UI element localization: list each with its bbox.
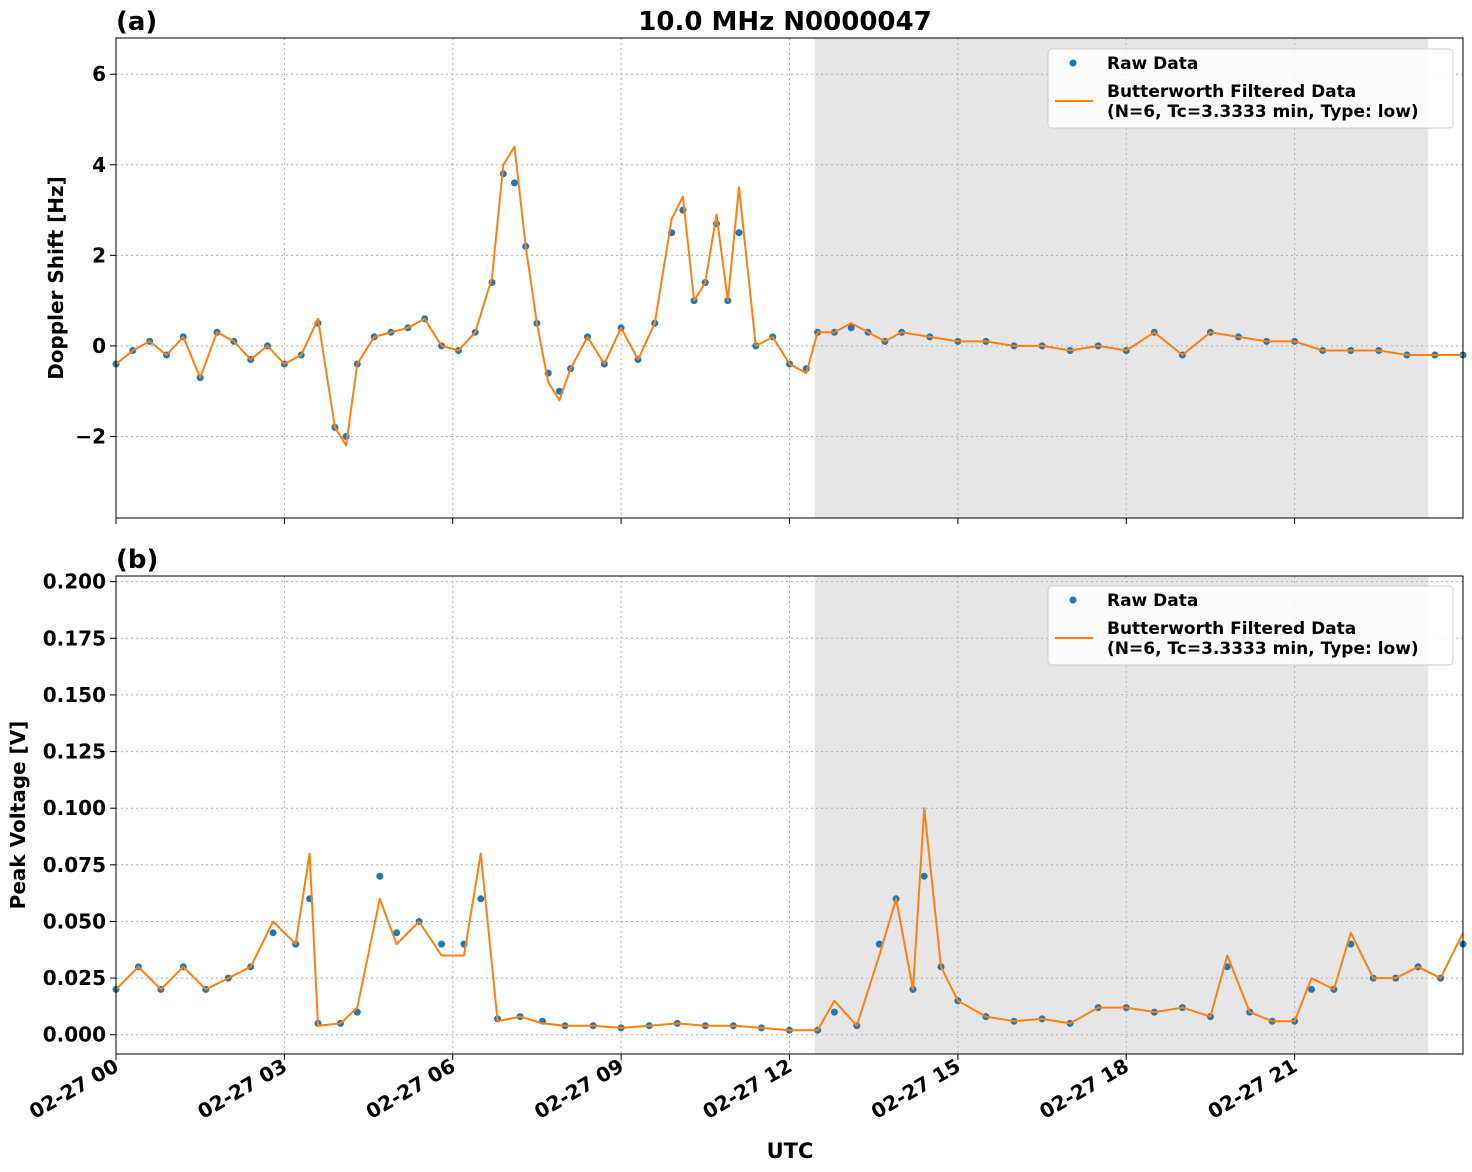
panel-a-legend-raw-label: Raw Data [1107, 54, 1198, 74]
panel-b-y-tick-label: 0.000 [43, 1023, 106, 1047]
panel-a-legend-filtered-label: Butterworth Filtered Data [1107, 82, 1356, 102]
panel-b-y-tick-label: 0.100 [43, 796, 106, 820]
panel-b-raw-point [875, 940, 883, 948]
x-tick-label: 02-27 21 [1204, 1054, 1302, 1124]
panel-a-y-tick-label: 6 [92, 62, 106, 86]
x-tick-label: 02-27 06 [362, 1054, 460, 1124]
panel-a-doppler-shift: (a) Doppler Shift [Hz] −2 0 2 4 6 Raw Data B… [44, 7, 1467, 524]
panel-b-raw-point [830, 1008, 838, 1016]
panel-b-legend-raw-label: Raw Data [1107, 591, 1198, 611]
x-tick-label: 02-27 03 [193, 1054, 291, 1124]
panel-b-legend-filtered-params: (N=6, Tc=3.3333 min, Type: low) [1107, 639, 1419, 659]
panel-b-ylabel: Peak Voltage [V] [6, 721, 30, 910]
panel-a-raw-point [511, 179, 518, 187]
panel-b-raw-point [477, 895, 485, 903]
panel-b-y-tick-label: 0.175 [43, 626, 106, 650]
panel-a-y-tick-label: −2 [75, 424, 106, 448]
x-tick-label: 02-27 15 [867, 1054, 965, 1124]
panel-a-legend-filtered-params: (N=6, Tc=3.3333 min, Type: low) [1107, 102, 1419, 122]
panel-a-legend-raw-marker [1069, 59, 1077, 67]
panel-b-y-tick-label: 0.200 [43, 570, 106, 594]
panel-b-raw-point [1308, 985, 1315, 993]
panel-b-filtered-line [115, 807, 1464, 1032]
x-axis-label: UTC [767, 1139, 814, 1163]
figure-title: 10.0 MHz N0000047 [638, 7, 931, 37]
panel-b-raw-point [438, 940, 445, 948]
panel-a-y-tick-label: 4 [92, 153, 106, 177]
panel-b-raw-point [269, 929, 277, 937]
panel-b-y-tick-label: 0.050 [43, 909, 106, 933]
panel-b-raw-point [376, 872, 384, 880]
panel-b-legend-box [1047, 585, 1454, 666]
panel-a-filtered-line [115, 145, 1463, 447]
panel-a-y-tick-label: 2 [92, 243, 106, 267]
panel-b-y-tick-label: 0.075 [43, 853, 106, 877]
panel-a-legend-box [1047, 48, 1454, 129]
panel-a-raw-point [735, 229, 743, 237]
panel-a-ylabel: Doppler Shift [Hz] [44, 176, 68, 380]
panel-b-label: (b) [116, 545, 158, 575]
panel-b-raw-point [920, 872, 928, 880]
panel-b-legend: Raw Data Butterworth Filtered Data (N=6,… [1047, 585, 1454, 666]
x-tick-label: 02-27 09 [530, 1054, 628, 1124]
panel-b-raw-point [1347, 940, 1355, 948]
panel-b-raw-point [393, 929, 401, 937]
panel-b-y-tick-label: 0.125 [43, 740, 106, 764]
panel-b-legend-filtered-label: Butterworth Filtered Data [1107, 619, 1356, 639]
panel-a-label: (a) [116, 7, 157, 37]
x-tick-label: 02-27 00 [25, 1054, 123, 1124]
panel-a-raw-point [847, 324, 855, 332]
panel-b-y-tick-label: 0.150 [43, 683, 106, 707]
panel-b-peak-voltage: (b) Peak Voltage [V] 0.000 0.025 0.050 0.07… [6, 545, 1467, 1124]
panel-a-legend: Raw Data Butterworth Filtered Data (N=6,… [1047, 48, 1454, 129]
panel-a-y-tick-label: 0 [92, 334, 106, 358]
x-tick-label: 02-27 12 [698, 1054, 796, 1124]
x-tick-label: 02-27 18 [1035, 1054, 1133, 1124]
panel-b-y-tick-label: 0.025 [43, 966, 106, 990]
panel-b-legend-raw-marker [1069, 596, 1077, 604]
